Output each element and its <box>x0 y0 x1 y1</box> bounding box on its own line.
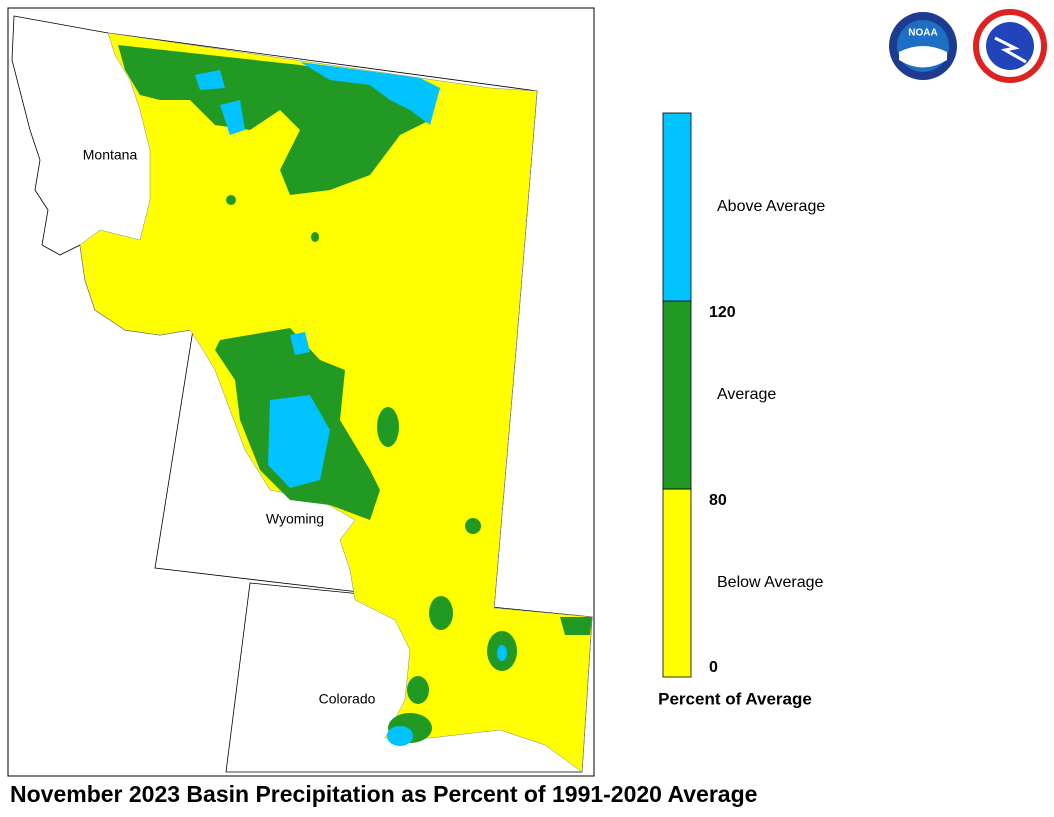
blue-region <box>387 726 413 746</box>
green-region <box>311 232 319 242</box>
legend-title: Percent of Average <box>658 689 812 708</box>
legend-swatch <box>662 112 692 302</box>
noaa-logo-wave <box>899 46 947 68</box>
map: Montana Wyoming Colorado <box>11 15 593 773</box>
logos: NOAA <box>889 9 1047 83</box>
legend: Percent of Average Below Average Average A… <box>658 112 825 708</box>
legend-tick-label: 0 <box>709 659 718 676</box>
green-region <box>560 617 592 635</box>
blue-region <box>268 332 330 488</box>
noaa-logo-text: NOAA <box>908 28 937 39</box>
state-label: Montana <box>83 147 138 163</box>
legend-tick-label: 120 <box>709 304 736 321</box>
legend-class-label: Below Average <box>717 574 824 591</box>
legend-swatch <box>662 488 692 678</box>
legend-swatch <box>662 300 692 490</box>
state-label: Colorado <box>319 691 376 707</box>
state-label: Wyoming <box>266 511 324 527</box>
legend-tick-label: 80 <box>709 492 727 509</box>
green-region <box>429 596 453 630</box>
green-region <box>465 518 481 534</box>
legend-class-label: Above Average <box>717 198 825 215</box>
nws-logo-bolt <box>994 36 1027 64</box>
green-region <box>226 195 236 205</box>
legend-class-label: Average <box>717 386 776 403</box>
blue-region <box>497 645 507 661</box>
green-region <box>407 676 429 704</box>
blue-region <box>195 62 440 135</box>
page-title: November 2023 Basin Precipitation as Per… <box>10 781 757 807</box>
green-region <box>377 407 399 447</box>
